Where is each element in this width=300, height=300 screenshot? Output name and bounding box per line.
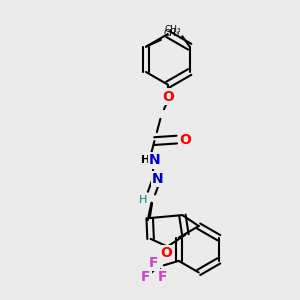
Text: H: H	[138, 195, 147, 205]
Text: O: O	[179, 133, 191, 147]
Text: F: F	[158, 270, 168, 284]
Text: N: N	[152, 172, 163, 186]
Text: N: N	[148, 153, 160, 167]
Text: CH₃: CH₃	[164, 28, 180, 38]
Text: H: H	[141, 155, 150, 165]
Text: O: O	[162, 89, 174, 103]
Text: O: O	[160, 246, 172, 260]
Text: F: F	[141, 270, 151, 284]
Text: CH₃: CH₃	[164, 25, 181, 34]
Text: F: F	[149, 256, 159, 270]
